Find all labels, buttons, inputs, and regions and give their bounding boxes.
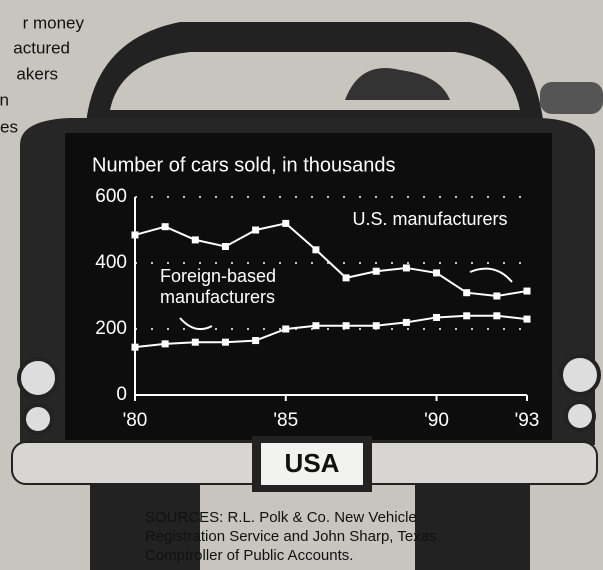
- point: [524, 316, 531, 323]
- point: [132, 231, 139, 238]
- point: [312, 246, 319, 253]
- point: [312, 322, 319, 329]
- page: USA r money actured akers n es Number of…: [0, 0, 603, 570]
- sources: SOURCES: R.L. Polk & Co. New Vehicle Reg…: [145, 508, 495, 565]
- point: [403, 264, 410, 271]
- y-tick-label: 0: [116, 384, 127, 405]
- rear-window: [110, 52, 520, 110]
- point: [433, 269, 440, 276]
- plate-text: USA: [285, 448, 340, 478]
- point: [524, 288, 531, 295]
- point: [252, 337, 259, 344]
- point: [282, 326, 289, 333]
- tail-light: [561, 356, 599, 394]
- point: [463, 312, 470, 319]
- tail-light: [566, 402, 594, 430]
- tail-light: [19, 359, 57, 397]
- point: [343, 322, 350, 329]
- point: [192, 236, 199, 243]
- mirror: [540, 82, 603, 114]
- point: [162, 223, 169, 230]
- x-tick-label: '90: [424, 410, 449, 431]
- point: [222, 339, 229, 346]
- x-tick-label: '93: [515, 410, 540, 431]
- y-tick-label: 600: [95, 186, 127, 207]
- side-text: r money: [23, 13, 85, 32]
- point: [373, 322, 380, 329]
- point: [493, 293, 500, 300]
- y-tick-label: 400: [95, 252, 127, 273]
- point: [192, 339, 199, 346]
- side-text: n: [0, 90, 9, 109]
- x-tick-label: '85: [273, 410, 298, 431]
- point: [252, 227, 259, 234]
- point: [373, 268, 380, 275]
- series-label: U.S. manufacturers: [350, 209, 510, 230]
- series-label: Foreign-based manufacturers: [160, 266, 310, 308]
- chart-title: Number of cars sold, in thousands: [92, 154, 396, 176]
- point: [433, 314, 440, 321]
- point: [162, 340, 169, 347]
- side-text: es: [0, 117, 18, 136]
- x-tick-label: '80: [123, 410, 148, 431]
- point: [343, 274, 350, 281]
- tail-light: [24, 405, 52, 433]
- point: [222, 243, 229, 250]
- y-tick-label: 200: [95, 318, 127, 339]
- point: [463, 289, 470, 296]
- side-text: actured: [13, 38, 70, 57]
- side-text: akers: [16, 64, 58, 83]
- point: [132, 344, 139, 351]
- point: [493, 312, 500, 319]
- point: [403, 319, 410, 326]
- point: [282, 220, 289, 227]
